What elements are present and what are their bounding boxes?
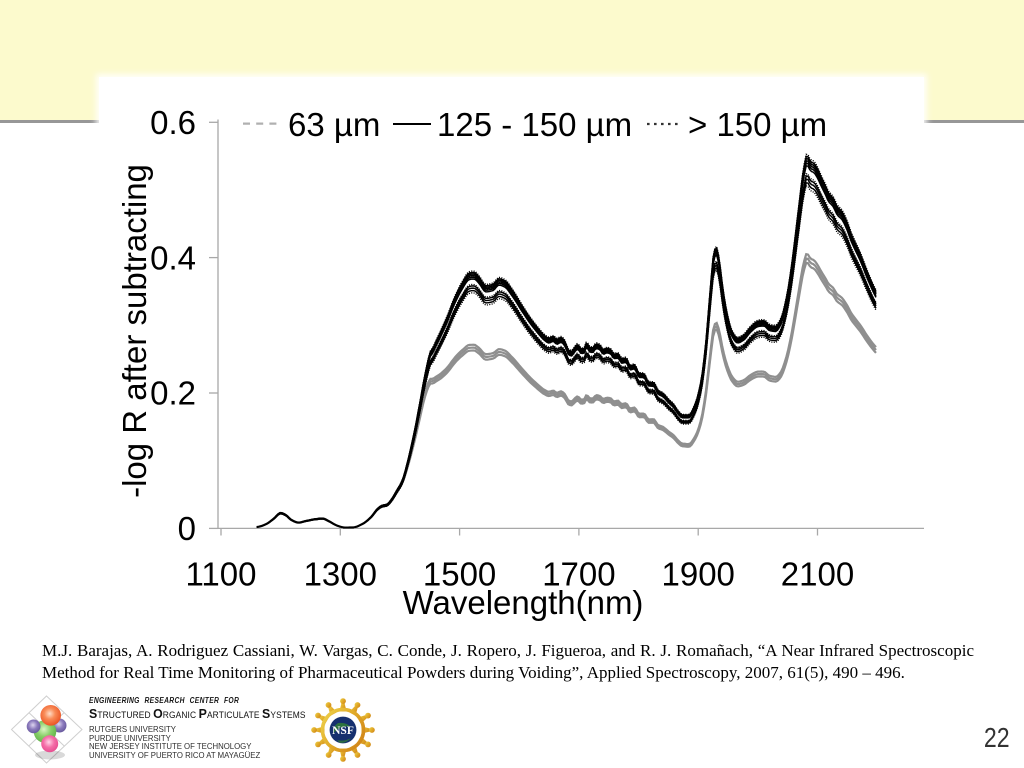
svg-text:0.2: 0.2 bbox=[150, 375, 196, 412]
svg-text:1100: 1100 bbox=[186, 556, 257, 593]
svg-text:> 150 µm: > 150 µm bbox=[688, 106, 827, 143]
svg-text:-log R after subtracting: -log R after subtracting bbox=[116, 164, 153, 498]
svg-text:1900: 1900 bbox=[661, 556, 734, 593]
svg-text:NSF: NSF bbox=[332, 725, 354, 737]
svg-text:2100: 2100 bbox=[781, 556, 854, 593]
svg-text:1500: 1500 bbox=[423, 556, 496, 593]
svg-text:0: 0 bbox=[178, 510, 196, 547]
svg-text:0.6: 0.6 bbox=[150, 104, 196, 141]
svg-text:63 µm: 63 µm bbox=[288, 106, 380, 143]
svg-text:0.4: 0.4 bbox=[150, 239, 196, 276]
svg-text:Wavelength(nm): Wavelength(nm) bbox=[403, 584, 644, 621]
svg-text:1700: 1700 bbox=[542, 556, 615, 593]
svg-text:125 - 150 µm: 125 - 150 µm bbox=[437, 106, 632, 143]
svg-text:1300: 1300 bbox=[304, 556, 377, 593]
